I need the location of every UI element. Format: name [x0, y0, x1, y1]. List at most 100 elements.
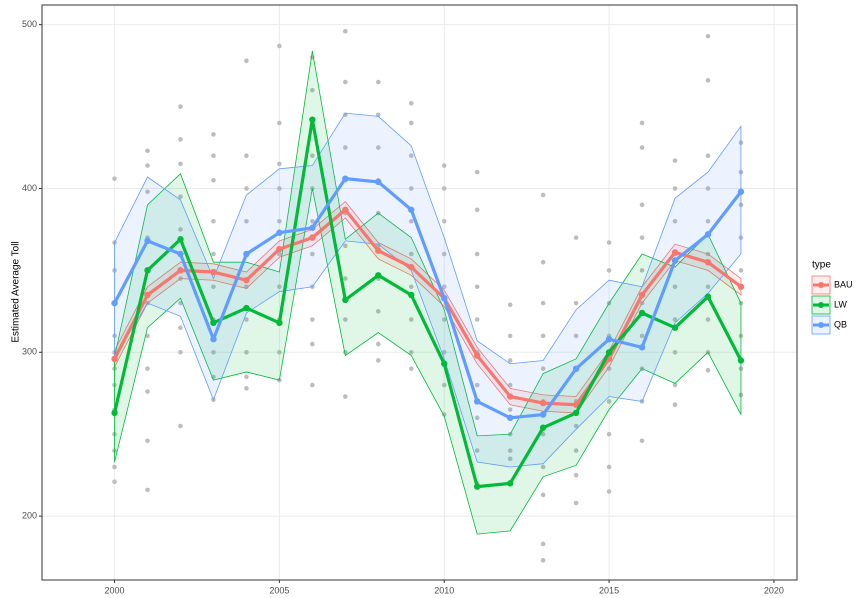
series-point [276, 319, 283, 327]
data-point [606, 489, 612, 494]
series-point [342, 206, 349, 213]
data-point [310, 317, 315, 322]
series-point [144, 237, 151, 245]
series-point [177, 267, 184, 274]
series-point [276, 245, 283, 253]
data-point [639, 120, 645, 126]
data-point [573, 500, 579, 506]
series-point [276, 229, 283, 236]
data-point [277, 120, 282, 126]
data-point [145, 487, 150, 493]
data-point [441, 186, 447, 191]
data-point [441, 218, 447, 224]
data-point [145, 148, 150, 154]
data-point [672, 284, 678, 290]
data-point [639, 438, 645, 444]
data-point [112, 176, 117, 181]
series-point [243, 277, 250, 284]
data-point [244, 374, 249, 380]
data-point [343, 243, 348, 249]
data-point [507, 333, 513, 339]
data-point [408, 218, 414, 224]
data-point [474, 207, 480, 213]
series-point [737, 188, 745, 195]
legend-label: BAU [834, 279, 853, 289]
data-point [277, 186, 282, 191]
ribbon [114, 50, 742, 535]
data-point [441, 163, 447, 168]
data-point [507, 407, 513, 412]
data-point [310, 382, 315, 388]
data-point [573, 423, 579, 429]
data-point [178, 423, 183, 429]
data-point [639, 235, 645, 240]
data-point [375, 79, 381, 85]
data-point [343, 79, 348, 85]
data-point [639, 202, 645, 208]
series-point [309, 116, 316, 123]
data-point [211, 132, 216, 137]
data-point [540, 464, 546, 470]
data-point [672, 382, 678, 388]
x-tick-label: 2020 [764, 585, 784, 595]
data-point [277, 284, 282, 290]
data-point [408, 317, 414, 322]
data-point [672, 186, 678, 191]
series-point [638, 344, 646, 351]
data-point [408, 186, 414, 191]
data-point [310, 87, 315, 93]
data-point [408, 349, 414, 355]
data-point [573, 333, 579, 339]
data-point [310, 218, 315, 224]
data-point [178, 104, 183, 109]
data-point [540, 192, 546, 198]
legend-key-point [818, 302, 824, 308]
data-point [145, 366, 150, 371]
legend-title: type [812, 260, 831, 271]
data-point [145, 189, 150, 195]
data-point [705, 186, 711, 191]
data-point [145, 438, 150, 444]
series-point [342, 296, 349, 304]
data-point [211, 177, 216, 183]
data-point [705, 284, 711, 290]
data-point [145, 163, 150, 168]
data-point [277, 161, 282, 167]
series-point [704, 293, 712, 300]
series-point [572, 365, 580, 372]
data-point [343, 394, 348, 399]
series-point [704, 258, 712, 266]
data-point [474, 415, 480, 421]
data-point [672, 402, 678, 408]
data-point [112, 464, 117, 470]
data-point [178, 349, 183, 355]
series-point [539, 411, 547, 418]
data-point [244, 218, 249, 224]
data-point [507, 456, 513, 462]
data-point [178, 325, 183, 331]
data-point [672, 218, 678, 224]
x-tick-label: 2000 [105, 585, 125, 595]
data-point [408, 251, 414, 257]
ribbon [114, 112, 742, 468]
series-point [144, 267, 151, 274]
series-point [605, 349, 613, 356]
series-line [112, 118, 743, 489]
series-point [737, 283, 745, 290]
series-point [309, 224, 316, 231]
data-point [408, 100, 414, 106]
data-point [375, 309, 381, 314]
data-point [244, 386, 249, 391]
data-point [507, 302, 513, 308]
data-point [606, 268, 612, 273]
series-point [473, 483, 481, 490]
data-point [178, 161, 183, 167]
data-point [244, 186, 249, 191]
series-point [243, 304, 250, 312]
series-point [441, 360, 448, 367]
data-point [507, 358, 513, 363]
data-point [507, 382, 513, 388]
series-point [177, 236, 184, 243]
data-point [441, 251, 447, 257]
legend-key-point [818, 322, 824, 328]
